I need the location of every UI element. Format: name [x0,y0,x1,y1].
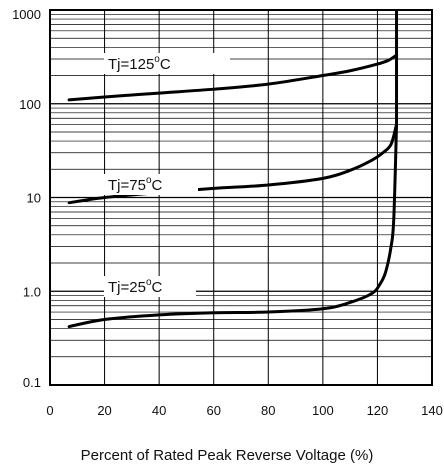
x-tick-label: 140 [421,403,443,418]
curve-label-unit: C [160,56,171,73]
curve-label-degree: o [146,277,152,288]
x-tick-labels: 0 20 40 60 80 100 120 140 [46,403,442,418]
curve-label-degree: o [154,54,160,65]
curve-label: Tj=25oC [108,277,163,296]
curve-label-text: Tj=75 [108,177,146,194]
y-tick-label: 0.1 [23,375,41,390]
x-tick-label: 100 [312,403,334,418]
curve-label-text: Tj=125 [108,56,154,73]
y-tick-label: 1000 [12,7,41,22]
y-tick-label: 100 [19,97,41,112]
x-tick-label: 0 [46,403,53,418]
annotation-background [104,276,196,297]
annotation-background [104,174,198,195]
x-axis-label: Percent of Rated Peak Reverse Voltage (%… [81,447,374,464]
y-tick-label: 1.0 [23,284,41,299]
curve-label: Tj=75oC [108,175,163,194]
x-tick-label: 60 [206,403,220,418]
x-tick-label: 40 [152,403,166,418]
x-tick-label: 80 [261,403,275,418]
curve-label-text: Tj=25 [108,279,146,296]
series-line [67,123,399,329]
series-line [67,53,399,102]
annotation-background [104,53,230,74]
curve-label-unit: C [152,177,163,194]
y-tick-label: 10 [27,191,41,206]
curve-label-degree: o [146,175,152,186]
x-tick-label: 120 [367,403,389,418]
y-tick-labels: 0.1 1.0 10 100 1000 [12,7,41,390]
x-tick-label: 20 [97,403,111,418]
curve-label-unit: C [152,279,163,296]
curve-label: Tj=125oC [108,54,171,73]
plot-frame [49,9,433,386]
minor-grid [50,13,432,358]
